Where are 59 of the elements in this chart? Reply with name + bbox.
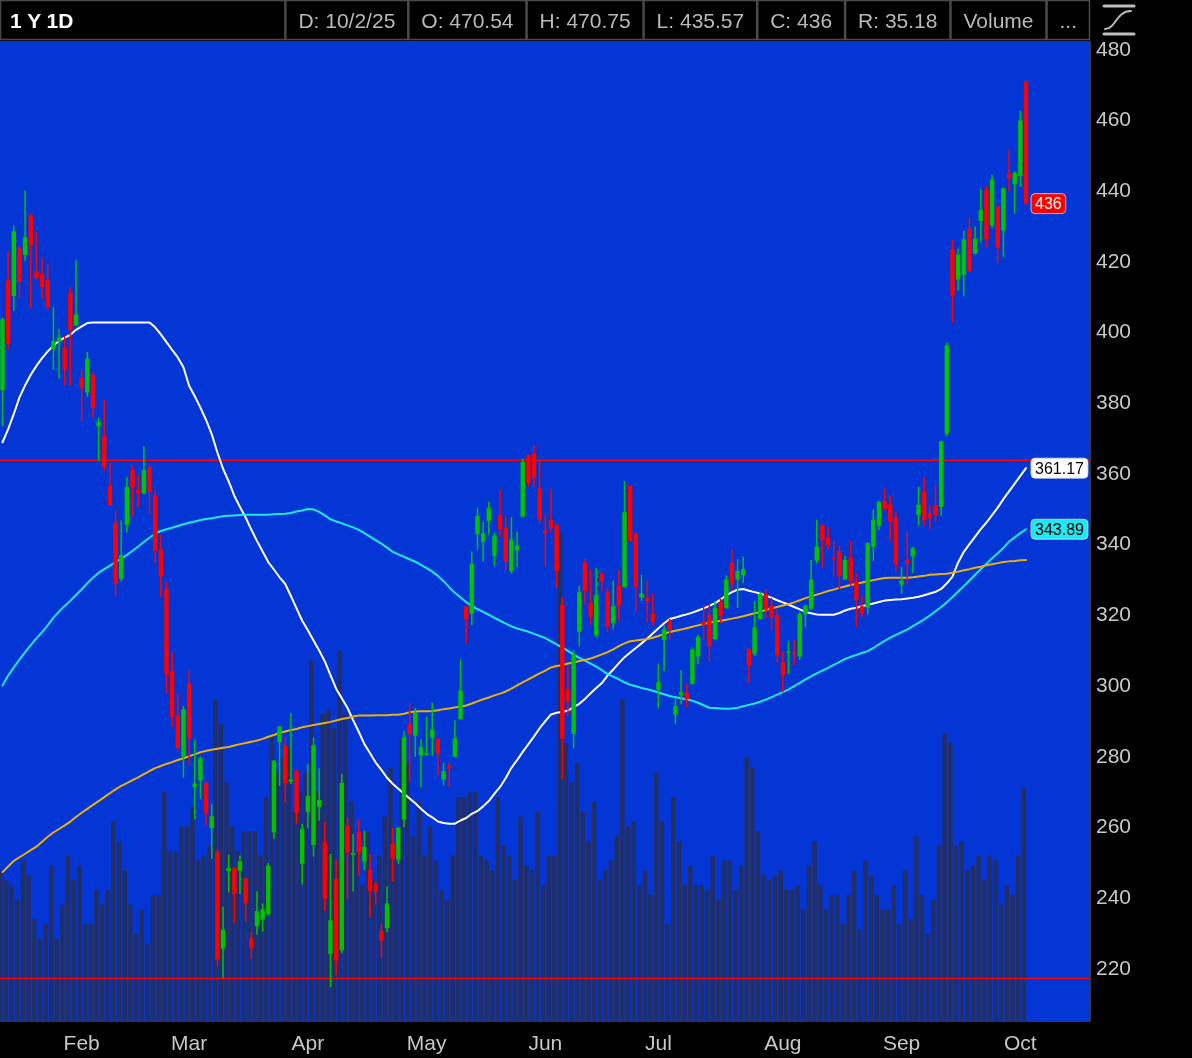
bar	[1021, 787, 1026, 1022]
candlestick	[497, 489, 503, 538]
candlestick	[978, 188, 983, 243]
candlestick	[910, 546, 916, 574]
candlestick	[350, 833, 356, 892]
x-tick-label: Oct	[1004, 1030, 1037, 1054]
x-tick-label: Feb	[63, 1030, 100, 1054]
line-series	[1, 508, 1027, 710]
chart-title: 1 Y 1D	[10, 9, 74, 32]
x-tick-label: May	[406, 1030, 447, 1054]
candlestick	[136, 475, 141, 508]
candlestick	[288, 713, 294, 785]
text: O: 470.54	[421, 9, 514, 32]
text: D: 10/2/25	[298, 9, 396, 32]
y-tick-label: 420	[1096, 248, 1132, 272]
text: 436	[1035, 195, 1062, 213]
candlestick	[791, 640, 797, 665]
text: C: 436	[770, 9, 833, 32]
text: H: 470.75	[539, 9, 631, 32]
candlestick	[22, 190, 28, 261]
y-tick-label: 240	[1096, 885, 1132, 908]
y-tick-label: 400	[1096, 319, 1132, 343]
candlestick	[859, 596, 865, 619]
text: ...	[1059, 9, 1078, 32]
y-tick-label: 380	[1096, 390, 1132, 414]
candlestick	[644, 580, 650, 623]
x-tick-label: Jul	[645, 1030, 672, 1054]
line-series	[1, 321, 1027, 825]
candlestick	[237, 855, 243, 895]
y-tick-label: 440	[1096, 177, 1132, 201]
y-tick-label: 340	[1096, 531, 1132, 555]
text: Volume	[963, 9, 1034, 32]
text: L: 435.57	[656, 9, 745, 32]
data-label: 343.89	[1035, 520, 1085, 538]
x-tick-label: Apr	[291, 1030, 325, 1054]
data-label: 361.17	[1035, 459, 1085, 477]
line-series	[1, 558, 1027, 874]
x-tick-label: Mar	[171, 1030, 208, 1054]
x-tick-label: Aug	[764, 1030, 802, 1054]
x-tick-label: Jun	[528, 1030, 563, 1054]
y-tick-label: 280	[1096, 743, 1132, 767]
y-tick-label: 260	[1096, 814, 1132, 838]
y-tick-label: 320	[1096, 602, 1132, 626]
candlestick	[1006, 150, 1012, 192]
candlestick	[780, 651, 786, 693]
y-tick-label: 480	[1096, 36, 1132, 60]
y-tick-label: 360	[1096, 460, 1132, 484]
candlestick	[661, 625, 667, 671]
x-tick-label: Sep	[882, 1030, 921, 1054]
candlestick	[28, 213, 33, 309]
y-tick-label: 460	[1096, 107, 1132, 131]
y-tick-label: 300	[1096, 672, 1132, 696]
candlestick	[650, 593, 655, 626]
candlestick	[73, 260, 79, 327]
text: R: 35.18	[858, 9, 938, 32]
candlestick	[447, 762, 452, 787]
candlestick	[678, 669, 684, 705]
y-tick-label: 220	[1096, 955, 1132, 979]
candlestick	[220, 906, 226, 978]
